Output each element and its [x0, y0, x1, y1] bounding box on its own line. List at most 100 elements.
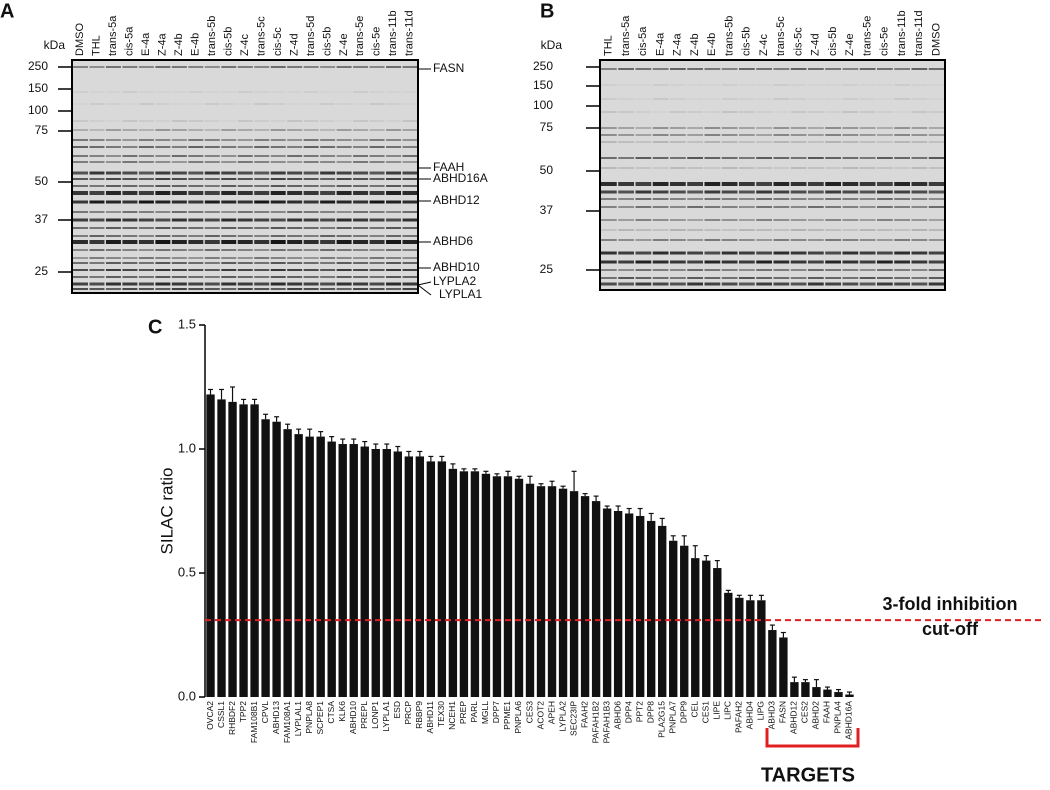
gel-band [237, 91, 253, 93]
gel-band [155, 211, 171, 213]
protein-label: ABHD16A [433, 171, 488, 185]
gel-band [369, 211, 385, 213]
gel-band [894, 98, 910, 100]
gel-band [237, 185, 253, 187]
gel-band [601, 98, 617, 100]
gel-band [790, 68, 807, 70]
gel-band [773, 206, 790, 208]
gel-band [618, 277, 634, 279]
gel-band [601, 84, 617, 86]
gel-band [270, 103, 286, 105]
x-tick-label: DPP9 [678, 701, 688, 723]
gel-band [188, 103, 204, 105]
gel-band [155, 235, 171, 237]
gel-band [635, 141, 652, 143]
gel-band [756, 157, 772, 159]
gel-band [386, 139, 402, 141]
gel-band [73, 276, 88, 278]
gel-band [105, 200, 121, 204]
gel-band [402, 200, 418, 204]
gel-band [704, 141, 721, 143]
gel-band [320, 191, 336, 195]
gel-band [237, 120, 253, 122]
gel-band [171, 288, 187, 290]
gel-band [320, 185, 336, 187]
gel-band [402, 218, 418, 222]
gel-band [773, 167, 790, 169]
gel-band [894, 182, 910, 186]
gel-band [652, 219, 669, 221]
gel-band [928, 206, 945, 208]
gel-band [739, 277, 755, 279]
gel-band [138, 103, 154, 105]
gel-band [402, 288, 418, 290]
gel-band [859, 219, 876, 221]
gel-band [894, 269, 910, 271]
gel-band [303, 227, 319, 229]
gel-band [842, 111, 859, 113]
gel-band [877, 277, 893, 279]
gel-band [155, 240, 171, 244]
gel-band [287, 139, 303, 141]
gel-band [773, 190, 790, 194]
y-tick-label: 1.5 [178, 316, 196, 331]
gel-band [756, 282, 772, 286]
gel-band [171, 103, 187, 105]
gel-band [825, 269, 841, 271]
gel-band [73, 178, 88, 180]
gel-band [842, 182, 859, 186]
gel-band [894, 157, 910, 159]
gel-band [928, 229, 945, 231]
gel-band [635, 134, 652, 136]
bar [757, 600, 766, 697]
gel-band [618, 111, 634, 113]
gel-band [842, 157, 859, 159]
gel-band [155, 103, 171, 105]
gel-band [105, 161, 121, 163]
gel-band [73, 257, 88, 259]
gel-band [73, 171, 88, 175]
gel-band [369, 269, 385, 271]
marker-label: 100 [28, 103, 48, 117]
lane-label: DMSO [74, 23, 86, 56]
lane-label: Z-4c [239, 34, 251, 57]
gel-band [237, 235, 253, 237]
gel-band [155, 185, 171, 187]
gel-band [89, 218, 105, 222]
gel-band [122, 139, 138, 141]
marker-label: 50 [540, 163, 554, 177]
gel-band [204, 155, 220, 157]
gel-band [911, 127, 928, 129]
gel-band [353, 66, 369, 68]
gel-band [652, 167, 669, 169]
gel-band [155, 227, 171, 229]
gel-band [877, 141, 893, 143]
gel-band [859, 260, 876, 264]
gel-band [171, 235, 187, 237]
gel-band [825, 84, 841, 86]
gel-band [687, 229, 703, 231]
gel-band [221, 227, 237, 229]
gel-band [704, 68, 721, 70]
gel-band [138, 262, 154, 264]
bar [305, 436, 314, 697]
gel-band [386, 211, 402, 213]
gel-band [635, 127, 652, 129]
gel-band [859, 206, 876, 208]
gel-band [687, 277, 703, 279]
bar [360, 446, 369, 697]
x-tick-label: ABHD10 [348, 701, 358, 734]
gel-band [618, 84, 634, 86]
x-tick-label: PRCP [403, 701, 413, 725]
gel-band [618, 239, 634, 241]
gel-band [894, 229, 910, 231]
gel-band [270, 139, 286, 141]
gel-band [122, 178, 138, 180]
gel-band [105, 191, 121, 195]
gel-band [825, 219, 841, 221]
gel-band [138, 191, 154, 195]
gel-band [842, 251, 859, 255]
gel-band [89, 282, 105, 286]
gel-band [138, 235, 154, 237]
gel-band [928, 134, 945, 136]
